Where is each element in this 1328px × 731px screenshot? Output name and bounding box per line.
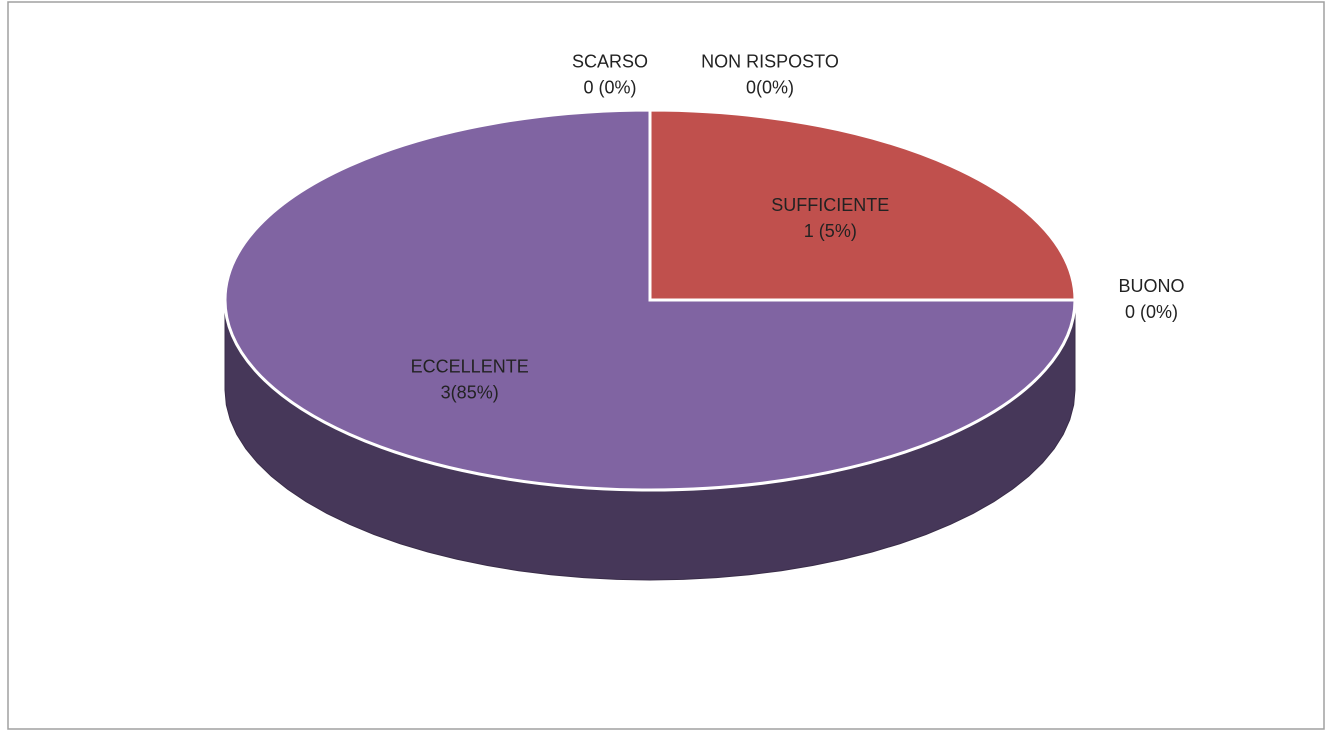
pie-slice: [223, 108, 1077, 492]
slice-category-label: ECCELLENTE: [411, 356, 529, 376]
slice-value-label: 0 (0%): [583, 78, 636, 98]
slice-value-label: 1 (5%): [804, 221, 857, 241]
slice-category-label: BUONO: [1118, 276, 1184, 296]
slice-value-label: 0(0%): [746, 78, 794, 98]
pie-labels: NON RISPOSTO 0(0%) SUFFICIENTE 1 (5%) BUONO 0…: [411, 52, 1185, 403]
slice-value-label: 3(85%): [441, 382, 499, 402]
slice-category-label: SUFFICIENTE: [771, 195, 889, 215]
slice-category-label: NON RISPOSTO: [701, 52, 839, 72]
pie-slice: [648, 108, 1077, 302]
slice-category-label: SCARSO: [572, 52, 648, 72]
pie-tops: [223, 108, 1077, 492]
slice-value-label: 0 (0%): [1125, 302, 1178, 322]
